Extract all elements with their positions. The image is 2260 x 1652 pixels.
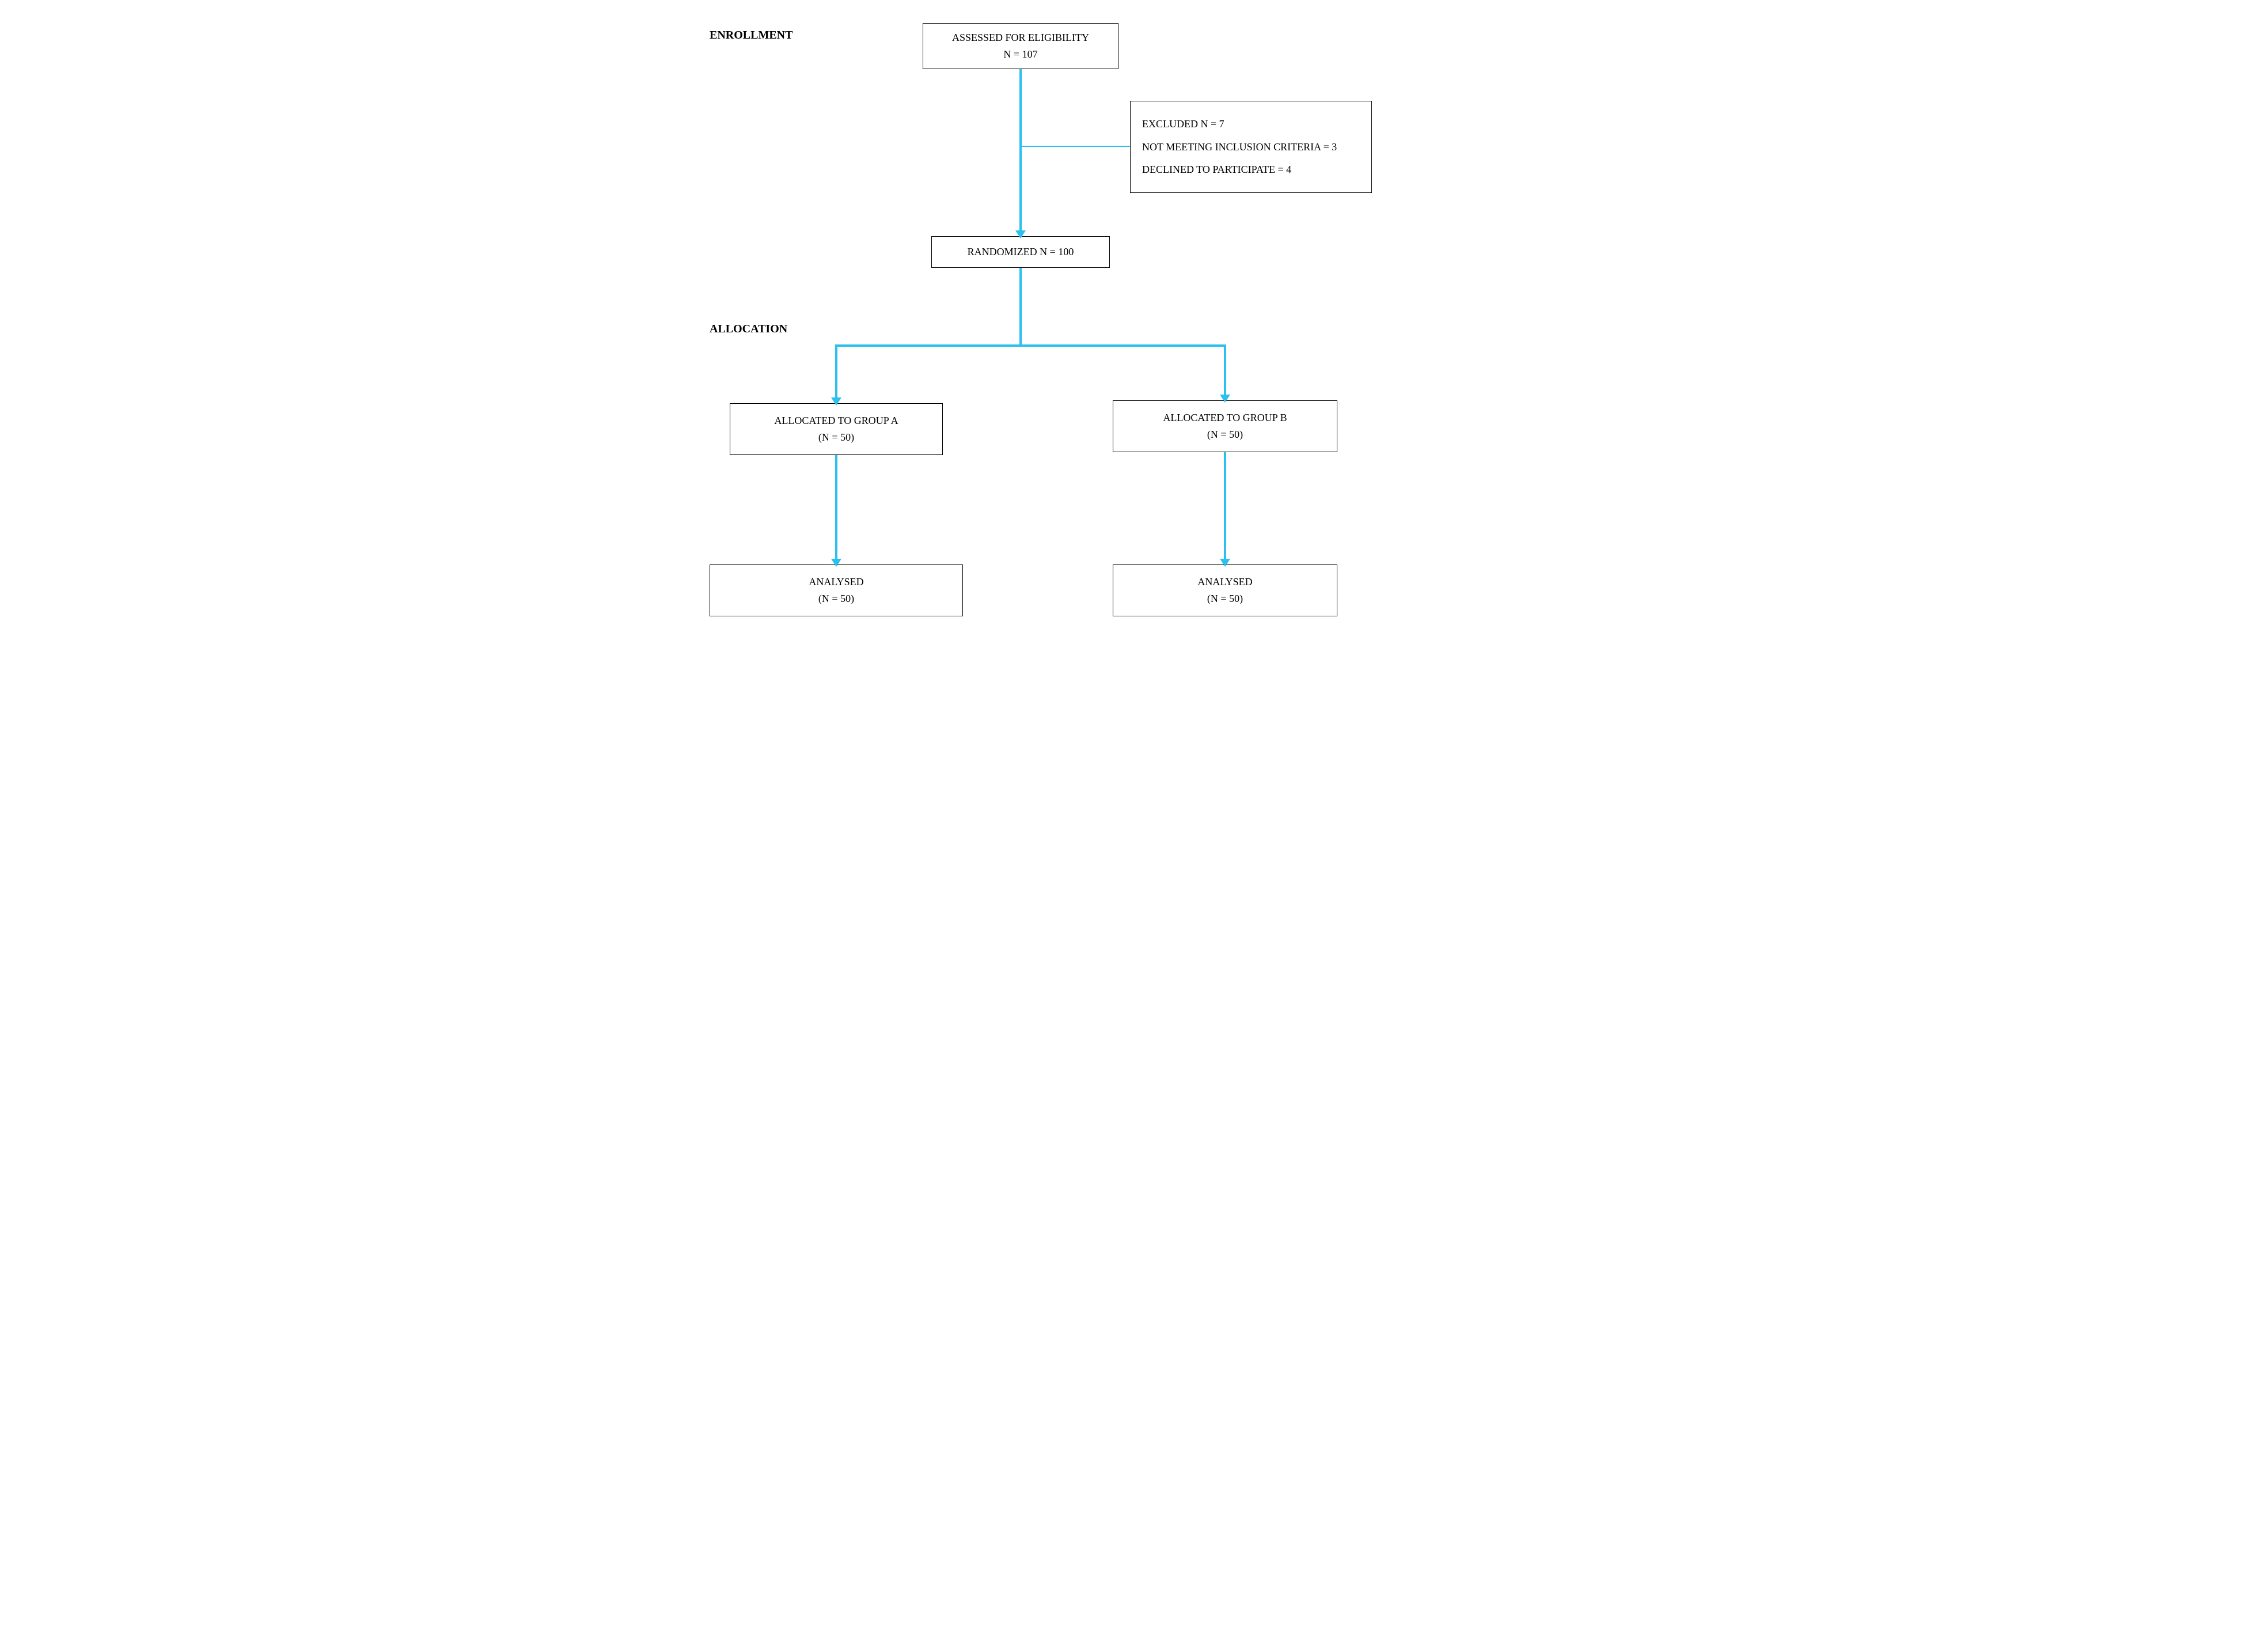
edge-group-b-to-analysed bbox=[1224, 452, 1226, 560]
edge-group-a-to-analysed bbox=[835, 455, 837, 560]
assessed-line2: N = 107 bbox=[1003, 46, 1037, 63]
edge-randomized-down bbox=[1019, 268, 1022, 346]
arrow-analysed-a-icon bbox=[831, 559, 841, 567]
enrollment-text: ENROLLMENT bbox=[710, 29, 792, 41]
analysed-a-line1: ANALYSED bbox=[809, 574, 863, 590]
arrow-analysed-b-icon bbox=[1220, 559, 1230, 567]
excluded-line3: DECLINED TO PARTICIPATE = 4 bbox=[1142, 161, 1291, 178]
randomized-line1: RANDOMIZED N = 100 bbox=[968, 244, 1074, 260]
arrow-randomized-icon bbox=[1015, 230, 1026, 238]
edge-to-group-b bbox=[1224, 344, 1226, 396]
group-b-box: ALLOCATED TO GROUP B (N = 50) bbox=[1113, 400, 1337, 452]
excluded-line1: EXCLUDED N = 7 bbox=[1142, 116, 1224, 132]
analysed-b-box: ANALYSED (N = 50) bbox=[1113, 564, 1337, 616]
allocation-label: ALLOCATION bbox=[710, 323, 787, 336]
excluded-line2: NOT MEETING INCLUSION CRITERIA = 3 bbox=[1142, 139, 1337, 156]
analysed-b-line2: (N = 50) bbox=[1207, 590, 1243, 607]
edge-to-group-a bbox=[835, 344, 837, 399]
enrollment-label: ENROLLMENT bbox=[710, 29, 792, 42]
edge-to-excluded bbox=[1021, 146, 1130, 147]
consort-flowchart: ENROLLMENT ALLOCATION ASSESSED FOR ELIGI… bbox=[698, 23, 1562, 657]
edge-split-horizontal bbox=[835, 344, 1226, 347]
excluded-box: EXCLUDED N = 7 NOT MEETING INCLUSION CRI… bbox=[1130, 101, 1372, 193]
arrow-group-b-icon bbox=[1220, 395, 1230, 403]
group-a-box: ALLOCATED TO GROUP A (N = 50) bbox=[730, 403, 943, 455]
group-b-line2: (N = 50) bbox=[1207, 426, 1243, 443]
assessed-line1: ASSESSED FOR ELIGIBILITY bbox=[952, 29, 1089, 46]
analysed-a-box: ANALYSED (N = 50) bbox=[710, 564, 963, 616]
assessed-box: ASSESSED FOR ELIGIBILITY N = 107 bbox=[923, 23, 1118, 69]
analysed-b-line1: ANALYSED bbox=[1197, 574, 1252, 590]
group-a-line2: (N = 50) bbox=[818, 429, 854, 446]
allocation-text: ALLOCATION bbox=[710, 323, 787, 335]
randomized-box: RANDOMIZED N = 100 bbox=[931, 236, 1110, 268]
group-b-line1: ALLOCATED TO GROUP B bbox=[1163, 410, 1287, 426]
analysed-a-line2: (N = 50) bbox=[818, 590, 854, 607]
arrow-group-a-icon bbox=[831, 397, 841, 406]
group-a-line1: ALLOCATED TO GROUP A bbox=[774, 412, 898, 429]
edge-assessed-to-randomized bbox=[1019, 69, 1022, 232]
